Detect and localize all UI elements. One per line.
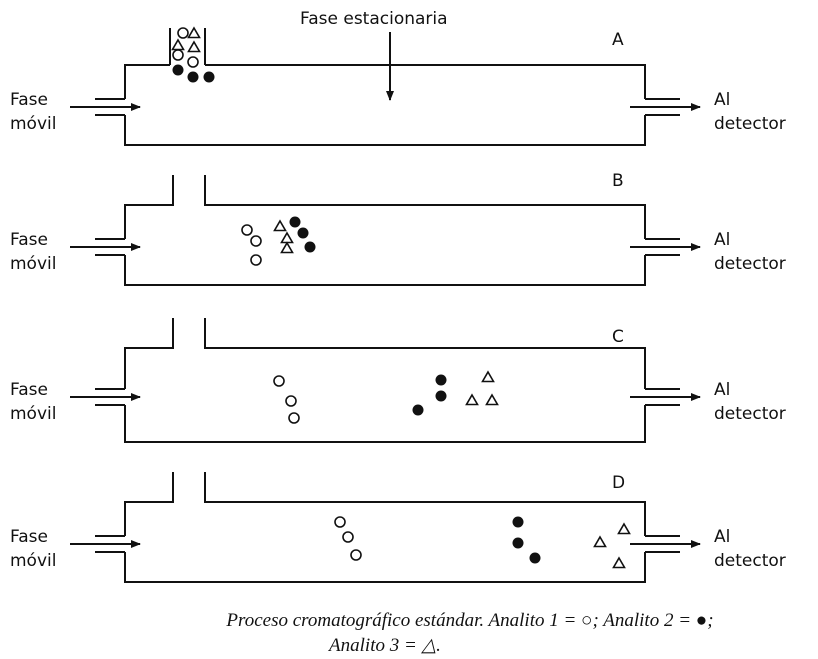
panel-label: D — [612, 473, 625, 493]
panel-label: A — [612, 30, 624, 50]
analyte-3 — [617, 522, 631, 535]
analyte-3 — [171, 38, 185, 51]
inlet-label: Fase — [10, 380, 48, 400]
tube-wall — [124, 64, 646, 99]
analyte-1 — [250, 235, 262, 247]
outlet-label: Al — [714, 230, 730, 250]
analyte-2 — [172, 64, 184, 76]
tube-wall — [124, 255, 646, 286]
analyte-3 — [187, 40, 201, 53]
inlet-label: Fase — [10, 527, 48, 547]
analyte-1 — [342, 531, 354, 543]
tube-wall — [124, 115, 646, 146]
analyte-3 — [485, 393, 499, 406]
analyte-1 — [350, 549, 362, 561]
tube-wall — [95, 388, 680, 406]
inlet-label: Fase — [10, 90, 48, 110]
inlet-label: Fase — [10, 230, 48, 250]
analyte-3 — [612, 556, 626, 569]
outlet-label: detector — [714, 114, 786, 134]
title: Fase estacionaria — [300, 9, 448, 29]
analyte-3 — [593, 535, 607, 548]
caption: Analito 3 = △. — [327, 635, 441, 656]
analyte-2 — [512, 516, 524, 528]
analyte-1 — [285, 395, 297, 407]
analyte-3 — [187, 26, 201, 39]
analyte-2 — [412, 404, 424, 416]
analyte-3 — [481, 370, 495, 383]
outlet-label: detector — [714, 254, 786, 274]
analyte-3 — [465, 393, 479, 406]
analyte-1 — [172, 49, 184, 61]
inlet-label: móvil — [10, 551, 56, 571]
outlet-label: Al — [714, 380, 730, 400]
panel-label: B — [612, 171, 624, 191]
analyte-1 — [187, 56, 199, 68]
analyte-2 — [203, 71, 215, 83]
injector — [169, 28, 206, 65]
analyte-2 — [435, 374, 447, 386]
tube-wall — [124, 472, 646, 536]
inlet-label: móvil — [10, 114, 56, 134]
analyte-3 — [273, 219, 287, 232]
analyte-2 — [289, 216, 301, 228]
outlet-label: detector — [714, 404, 786, 424]
outlet-label: detector — [714, 551, 786, 571]
tube-wall — [124, 175, 646, 239]
tube-wall — [124, 318, 646, 389]
panel-label: C — [612, 327, 624, 347]
inlet-label: móvil — [10, 404, 56, 424]
analyte-2 — [297, 227, 309, 239]
analyte-2 — [529, 552, 541, 564]
outlet-label: Al — [714, 90, 730, 110]
analyte-1 — [288, 412, 300, 424]
inlet-label: móvil — [10, 254, 56, 274]
analyte-2 — [512, 537, 524, 549]
tube-wall — [95, 535, 680, 553]
analyte-1 — [241, 224, 253, 236]
tube-wall — [124, 552, 646, 583]
caption: Proceso cromatográfico estándar. Analito… — [225, 610, 713, 631]
analyte-3 — [280, 231, 294, 244]
analyte-1 — [334, 516, 346, 528]
analyte-2 — [435, 390, 447, 402]
tube-wall — [95, 98, 680, 116]
analyte-1 — [273, 375, 285, 387]
analyte-2 — [304, 241, 316, 253]
analyte-3 — [280, 241, 294, 254]
tube-wall — [124, 405, 646, 443]
analyte-2 — [187, 71, 199, 83]
analyte-1 — [250, 254, 262, 266]
outlet-label: Al — [714, 527, 730, 547]
analyte-1 — [177, 27, 189, 39]
tube-wall — [95, 238, 680, 256]
